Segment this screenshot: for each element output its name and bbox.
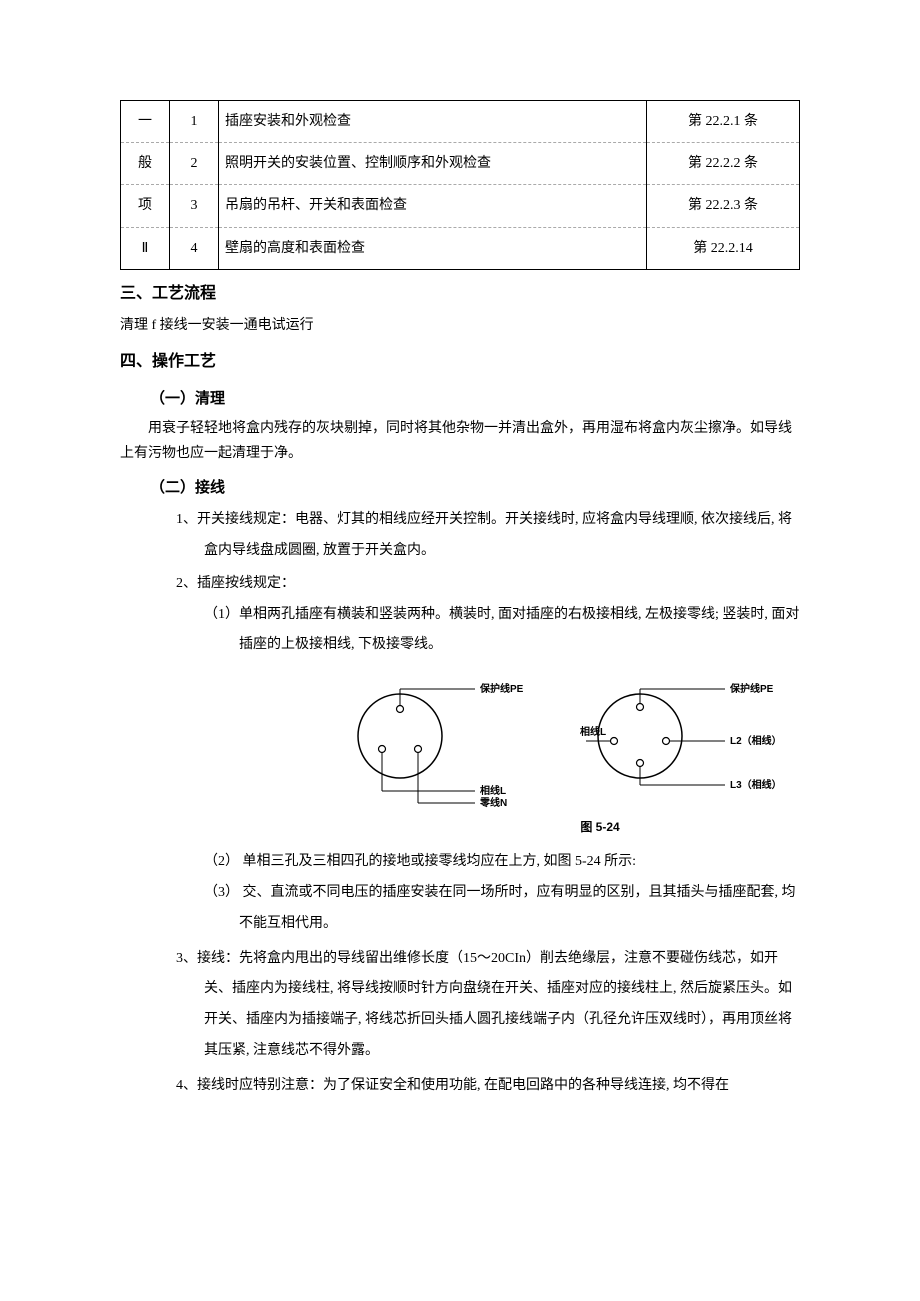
category-cell: Ⅱ [121,227,170,269]
label-pe: 保护线PE [479,682,524,695]
row-number: 2 [170,143,219,185]
label-pe: 保护线PE [729,682,774,695]
sub2-item4: 4、接线时应特别注意：为了保证安全和使用功能, 在配电回路中的各种导线连接, 均… [176,1071,800,1102]
figure-caption: 图 5-24 [400,817,800,839]
label-l: 相线L [480,784,506,797]
document-page: 一 1 插座安装和外观检查 第 22.2.1 条 般 2 照明开关的安装位置、控… [0,0,920,1301]
section4-sub1-text: 用衰子轻轻地将盒内残存的灰块剔掉，同时将其他杂物一并清出盒外，再用湿布将盒内灰尘… [120,416,800,466]
row-ref: 第 22.2.3 条 [647,185,800,227]
label-l3: L3（相线） [730,778,782,791]
sub2-item3: 3、接线：先将盒内甩出的导线留出维修长度（15～20CIn）削去绝缘层，注意不要… [176,944,800,1067]
table-row: Ⅱ 4 壁扇的高度和表面检查 第 22.2.14 [121,227,800,269]
socket-left-svg: 保护线PE 相线L 零线N [340,681,540,811]
pin-pe [397,706,404,713]
section3-heading: 三、工艺流程 [120,280,800,309]
row-desc: 照明开关的安装位置、控制顺序和外观检查 [219,143,647,185]
figure-5-24: 保护线PE 相线L 零线N 保护线PE [120,681,800,811]
pin-l2 [663,738,670,745]
pin-l1 [611,738,618,745]
pin-n [415,746,422,753]
row-ref: 第 22.2.14 [647,227,800,269]
table-row: 一 1 插座安装和外观检查 第 22.2.1 条 [121,101,800,143]
inspection-table: 一 1 插座安装和外观检查 第 22.2.1 条 般 2 照明开关的安装位置、控… [120,100,800,270]
socket-circle [358,694,442,778]
sub2-item2-3: （3） 交、直流或不同电压的插座安装在同一场所时，应有明显的区别，且其插头与插座… [204,878,800,940]
section4-sub2-title: （二）接线 [150,474,800,501]
socket-right-svg: 保护线PE 相线L L2（相线） L3（相线） [580,681,800,811]
section4-heading: 四、操作工艺 [120,348,800,377]
sub2-item2: 2、插座按线规定： [176,571,800,596]
category-cell: 一 [121,101,170,143]
section4-sub1-title: （一）清理 [150,385,800,412]
sub2-item1: 1、开关接线规定：电器、灯其的相线应经开关控制。开关接线时, 应将盒内导线理顺,… [176,505,800,567]
pin-l [379,746,386,753]
pin-pe [637,704,644,711]
row-desc: 吊扇的吊杆、开关和表面检查 [219,185,647,227]
socket-right: 保护线PE 相线L L2（相线） L3（相线） [580,681,800,811]
row-ref: 第 22.2.2 条 [647,143,800,185]
pin-l3 [637,760,644,767]
row-ref: 第 22.2.1 条 [647,101,800,143]
row-number: 4 [170,227,219,269]
row-desc: 插座安装和外观检查 [219,101,647,143]
sub2-item2-2: （2） 单相三孔及三相四孔的接地或接零线均应在上方, 如图 5-24 所示: [204,849,800,874]
label-l1: 相线L [580,725,606,738]
socket-left: 保护线PE 相线L 零线N [340,681,540,811]
label-l2: L2（相线） [730,734,782,747]
section3-text: 清理 f 接线一安装一通电试运行 [120,313,800,338]
row-number: 1 [170,101,219,143]
table-row: 般 2 照明开关的安装位置、控制顺序和外观检查 第 22.2.2 条 [121,143,800,185]
row-desc: 壁扇的高度和表面检查 [219,227,647,269]
category-cell: 项 [121,185,170,227]
table-row: 项 3 吊扇的吊杆、开关和表面检查 第 22.2.3 条 [121,185,800,227]
category-cell: 般 [121,143,170,185]
label-n: 零线N [479,796,507,809]
row-number: 3 [170,185,219,227]
socket-circle [598,694,682,778]
sub2-item2-1: （1）单相两孔插座有横装和竖装两种。横装时, 面对插座的右极接相线, 左极接零线… [204,600,800,662]
